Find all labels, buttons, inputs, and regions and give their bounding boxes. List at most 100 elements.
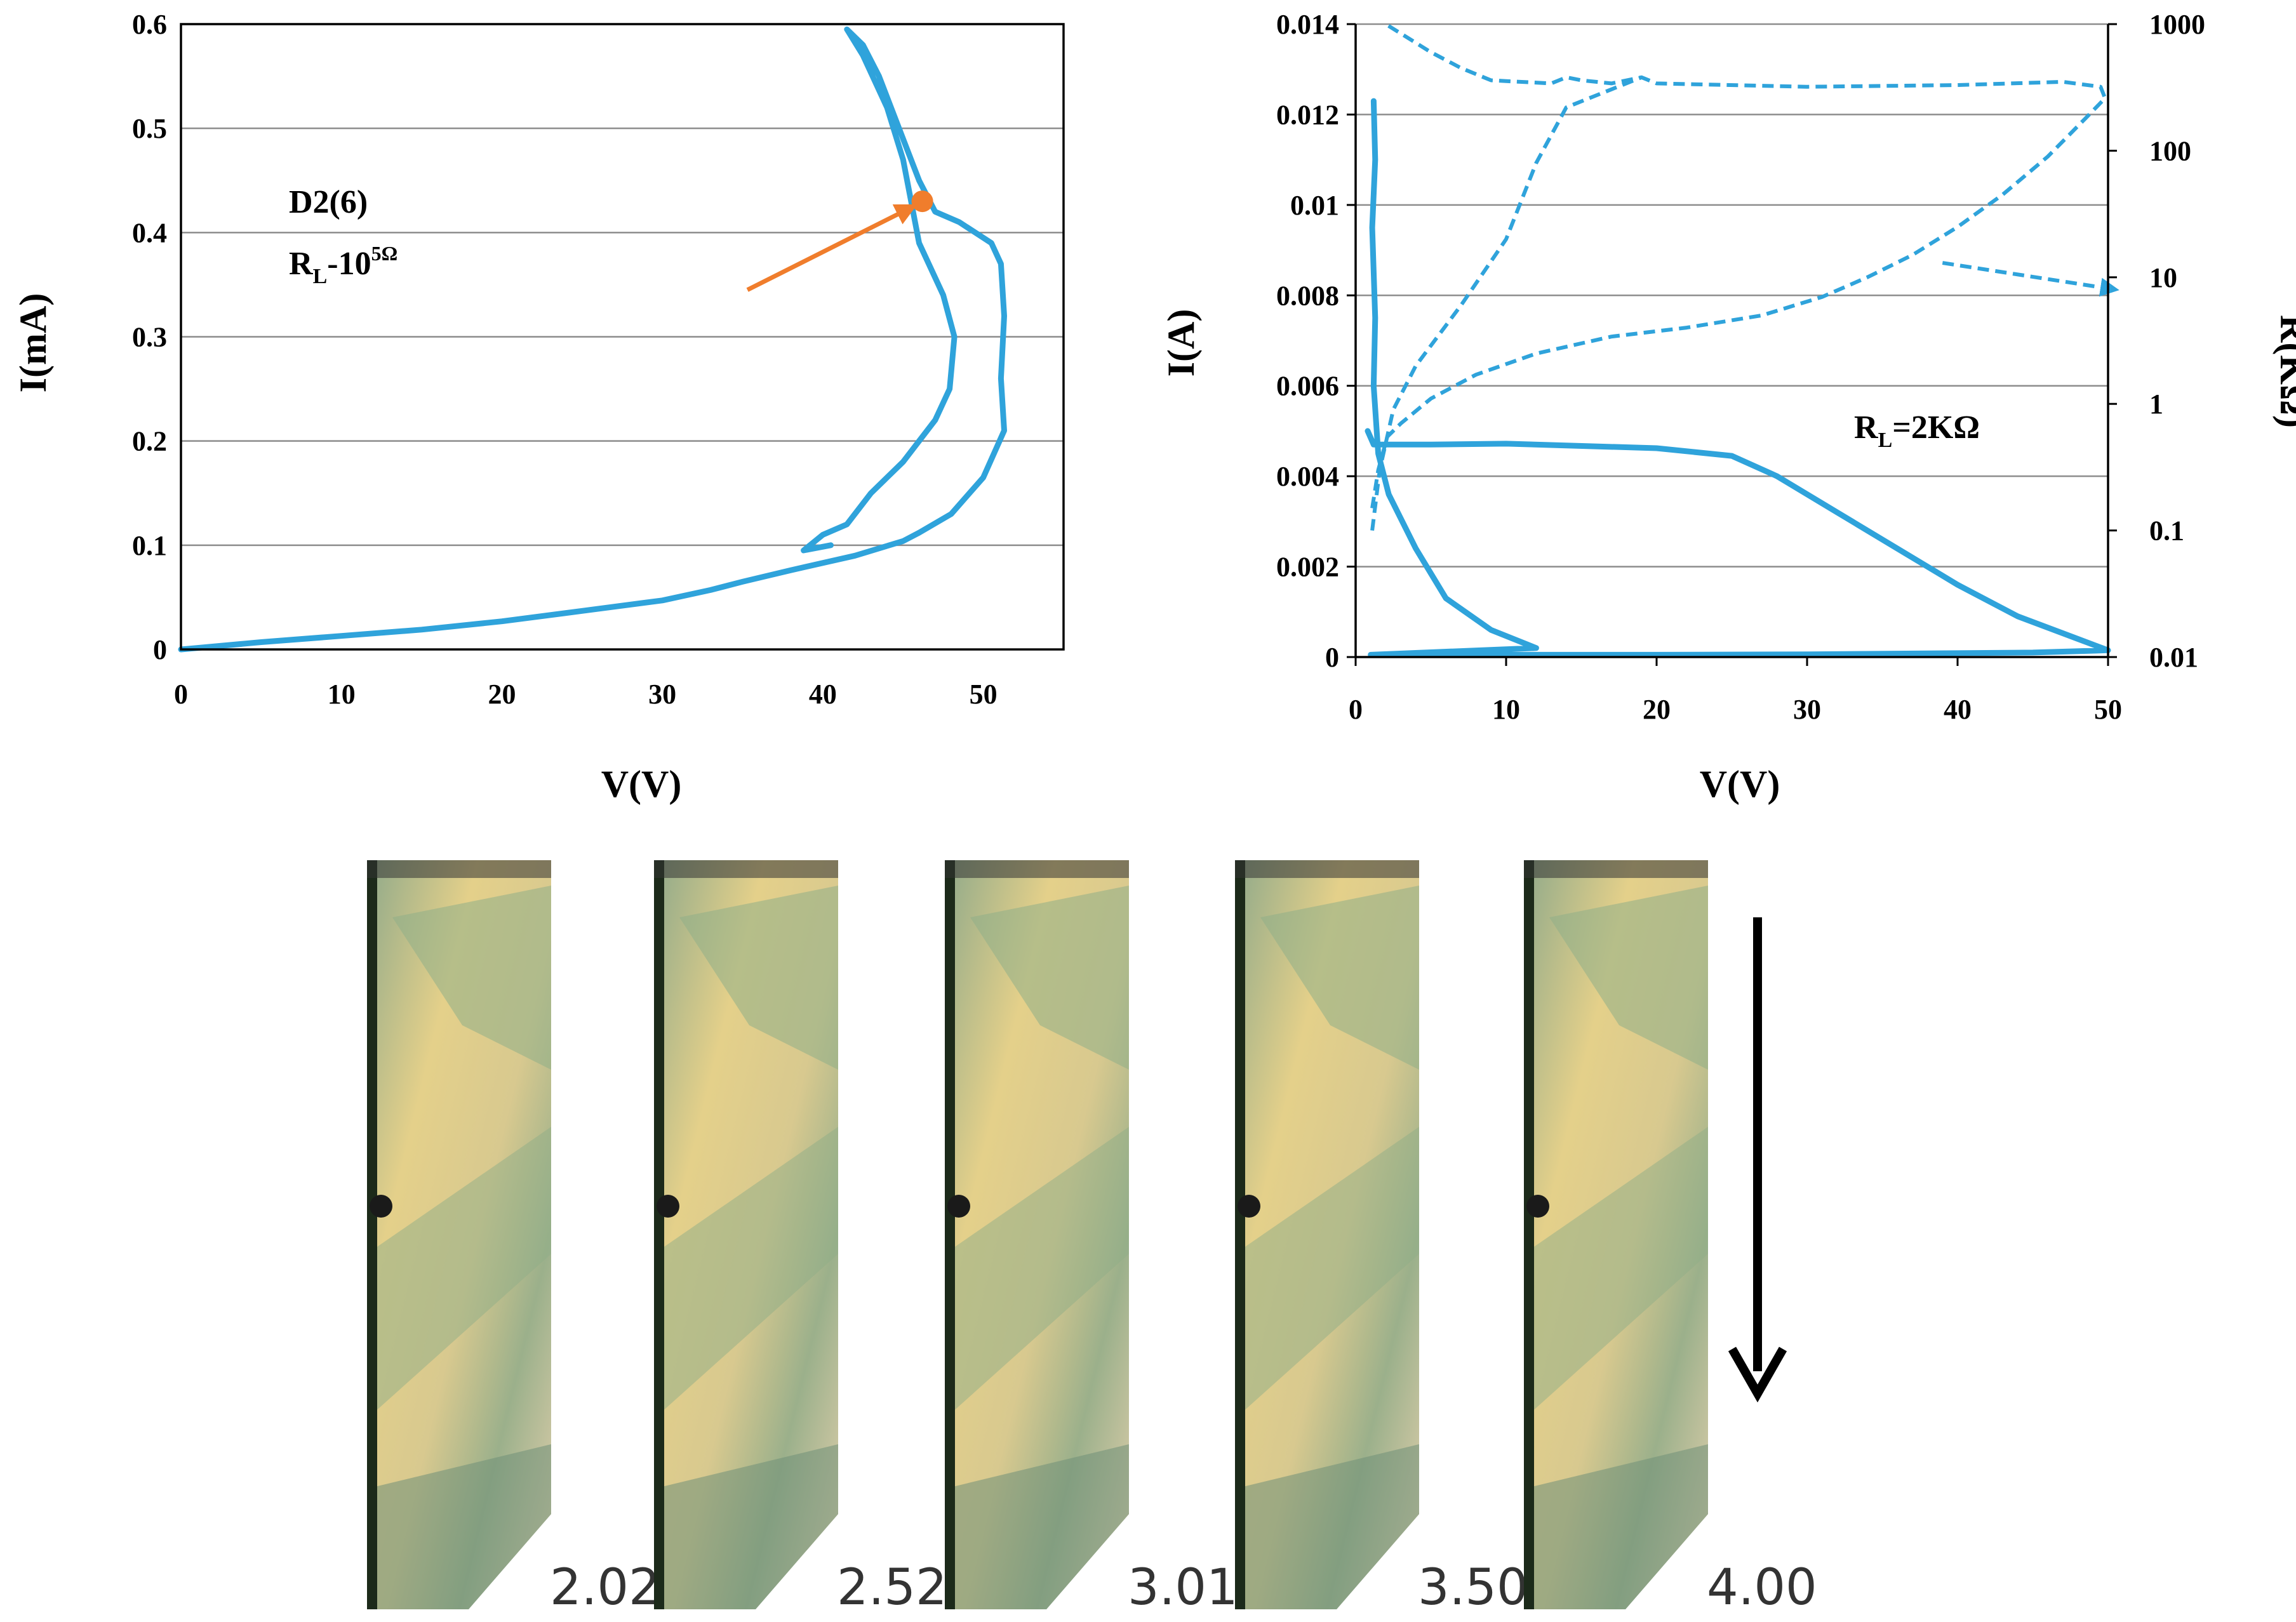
left-y-tick-label: 0.2 [132,426,167,457]
right-y-tick-label: 0.014 [1276,9,1339,40]
frame-defect [947,1195,970,1218]
right-y2-tick-label: 0.01 [2149,642,2198,673]
right-y-tick-label: 0.002 [1276,552,1339,583]
frame-2: 2.52 [654,860,947,1616]
left-x-tick-label: 0 [174,679,188,710]
frame-5: 4.00 [1524,860,1817,1616]
frame-defect [1526,1195,1549,1218]
right-x-axis-label: V(V) [1700,763,1780,805]
frame-time-label: 3.50 [1418,1559,1528,1616]
left-x-axis-label: V(V) [601,763,682,805]
left-y-tick-label: 0.4 [132,217,167,248]
frame-left-edge [654,860,664,1609]
right-x-tick-label: 0 [1349,694,1363,725]
frame-domain-band [1524,1127,1708,1419]
right-y-ticks: 0 0.002 0.004 0.006 0.008 0.01 0.012 0.014 [1276,9,1356,673]
left-x-tick-label: 50 [970,679,998,710]
left-plot-frame [180,23,1065,651]
frame-left-edge [1524,860,1534,1609]
frame-top-edge [945,860,1129,878]
left-x-ticks: 0 10 20 30 40 50 [174,679,998,710]
right-x-tick-label: 30 [1793,694,1821,725]
right-y2-axis-label: R(KΩ) [2273,315,2296,428]
right-series-resistance-a [1370,22,2107,509]
frame-3: 3.01 [945,860,1238,1616]
right-y-tick-label: 0.012 [1276,99,1339,130]
right-y2-tick-label: 1000 [2149,9,2205,40]
right-y2-ticks: 0.01 0.1 1 10 100 1000 [2108,9,2205,673]
right-y-tick-label: 0 [1325,642,1339,673]
frame-dark-band [945,1444,1129,1609]
right-series-current [1365,98,2111,658]
frame-4: 3.50 [1235,860,1528,1616]
chart-left: 0 0.1 0.2 0.3 0.4 0.5 0.6 0 10 20 30 40 50 V(V) I(m… [12,9,1065,805]
frame-dark-band [1235,1444,1419,1609]
frame-domain-band [1260,886,1419,1070]
frame-top-edge [1235,860,1419,878]
left-y-axis-label: I(mA) [12,293,54,393]
frame-dark-band [1524,1444,1708,1609]
frame-top-edge [654,860,838,878]
left-x-tick-label: 20 [488,679,516,710]
right-x-tick-label: 50 [2094,694,2122,725]
frame-domain-band [1549,886,1708,1070]
frame-1: 2.02 [367,860,660,1616]
frame-left-edge [945,860,955,1609]
frame-defect [1238,1195,1260,1218]
frame-dark-band [367,1444,551,1609]
frame-domain-band [945,1127,1129,1419]
left-y-tick-label: 0.1 [132,530,167,561]
right-y2-tick-label: 100 [2149,135,2191,166]
left-orange-marker [911,190,933,213]
frame-defect [657,1195,679,1218]
frame-domain-band [392,886,551,1070]
frame-domain-band [679,886,838,1070]
frame-time-label: 3.01 [1128,1559,1238,1616]
right-y-tick-label: 0.004 [1276,461,1339,492]
right-y2-tick-label: 0.1 [2149,515,2184,547]
left-series-iv [178,26,1007,653]
right-y-tick-label: 0.008 [1276,280,1339,311]
frame-domain-band [1235,1127,1419,1419]
left-annotation-rl: RL-105Ω [289,242,397,288]
right-annotation-rl: RL=2KΩ [1854,409,1980,452]
left-x-tick-label: 40 [809,679,837,710]
right-x-tick-label: 10 [1492,694,1520,725]
right-axis-indicator-arrow [1942,261,2119,297]
right-x-ticks: 0 10 20 30 40 50 [1349,657,2122,725]
frame-domain-band [654,1127,838,1419]
right-x-tick-label: 40 [1944,694,1972,725]
frame-time-label: 2.02 [550,1559,660,1616]
frame-top-edge [1524,860,1708,878]
frame-time-label: 4.00 [1707,1559,1817,1616]
frame-domain-band [970,886,1129,1070]
time-direction-arrow [1728,917,1787,1403]
right-gridlines [1356,23,2108,568]
right-x-tick-label: 20 [1643,694,1671,725]
right-y2-tick-label: 1 [2149,389,2163,420]
right-y2-tick-label: 10 [2149,262,2177,293]
left-x-tick-label: 30 [648,679,676,710]
left-y-tick-label: 0.3 [132,322,167,353]
chart-right: 0 0.002 0.004 0.006 0.008 0.01 0.012 0.014 0.01… [1160,9,2296,805]
left-y-tick-label: 0.6 [132,9,167,40]
frame-left-edge [1235,860,1245,1609]
right-series-resistance-b [1370,76,1643,531]
left-y-tick-label: 0 [153,634,167,665]
micrograph-strip: 2.02 2.52 3.01 3.50 4.00 [367,860,1817,1616]
left-y-tick-label: 0.5 [132,113,167,144]
left-x-tick-label: 10 [328,679,356,710]
frame-left-edge [367,860,377,1609]
frame-time-label: 2.52 [837,1559,947,1616]
left-annotation-title: D2(6) [289,184,368,220]
right-y-tick-label: 0.006 [1276,371,1339,402]
left-y-ticks: 0 0.1 0.2 0.3 0.4 0.5 0.6 [132,9,167,665]
left-orange-arrow [746,204,918,292]
frame-dark-band [654,1444,838,1609]
right-y-axis-label: I(A) [1160,309,1202,377]
right-y-tick-label: 0.01 [1290,190,1339,221]
frame-domain-band [367,1127,551,1419]
frame-top-edge [367,860,551,878]
frame-defect [370,1195,392,1218]
